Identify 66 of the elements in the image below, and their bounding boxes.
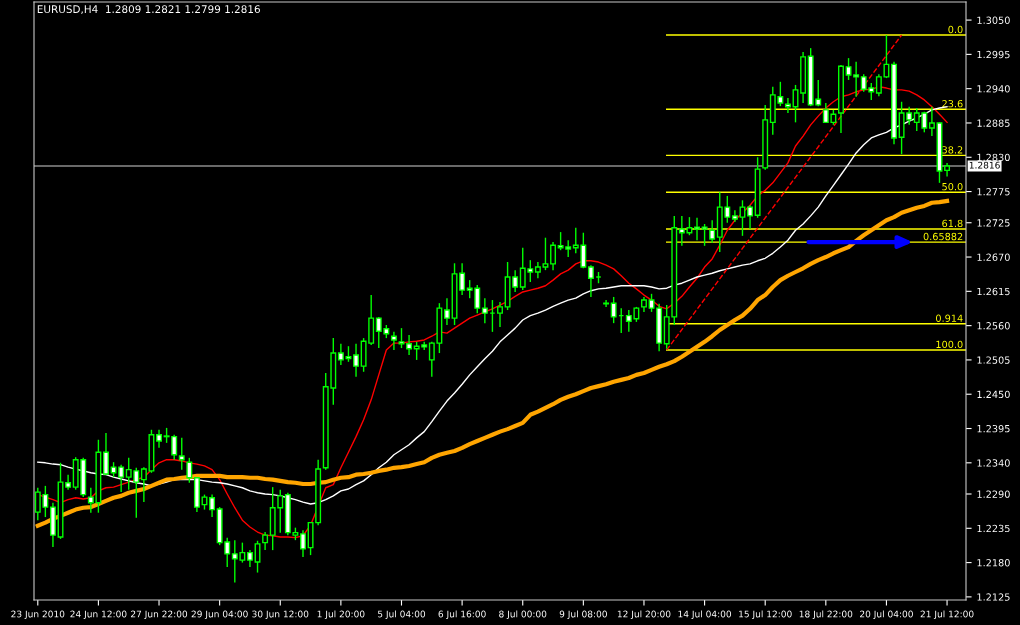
annotation: 0.65882 xyxy=(923,232,963,241)
y-tick-label: 1.2670 xyxy=(977,253,1010,261)
x-tick-label: 29 Jun 04:00 xyxy=(191,610,248,620)
x-tick-label: 9 Jul 08:00 xyxy=(559,610,607,620)
x-tick-label: 23 Jun 2010 xyxy=(11,610,65,620)
candlestick xyxy=(300,529,306,558)
y-tick-label: 1.2775 xyxy=(977,188,1010,196)
candlestick xyxy=(103,432,109,476)
candlestick xyxy=(156,429,162,449)
candlestick xyxy=(390,331,397,351)
y-tick-label: 1.2395 xyxy=(977,425,1010,433)
annotation: 0.914 xyxy=(936,314,963,322)
ref-line-label: 1.2816 xyxy=(969,161,1000,169)
candlestick xyxy=(353,343,360,378)
y-tick-label: 1.2560 xyxy=(977,322,1010,330)
candlestick xyxy=(587,264,594,298)
x-tick-label: 8 Jul 00:00 xyxy=(499,610,547,620)
annotation: 0.0 xyxy=(948,25,963,34)
candlestick xyxy=(709,219,716,244)
candlestick xyxy=(928,106,935,137)
candlestick xyxy=(694,217,700,241)
x-tick-label: 27 Jun 22:00 xyxy=(131,610,188,620)
y-tick-label: 1.2505 xyxy=(977,356,1010,364)
candlestick xyxy=(262,531,269,551)
x-tick-label: 15 Jul 12:00 xyxy=(739,610,792,620)
x-tick-label: 5 Jul 04:00 xyxy=(378,610,426,620)
y-tick-label: 1.2180 xyxy=(977,559,1010,567)
x-tick-label: 20 Jul 04:00 xyxy=(860,610,913,620)
y-tick-label: 1.2830 xyxy=(977,153,1010,162)
y-tick-label: 1.2290 xyxy=(977,490,1010,498)
chart-title: EURUSD,H4 1.2809 1.2821 1.2799 1.2816 xyxy=(37,5,260,15)
candlestick xyxy=(406,334,413,356)
y-tick-label: 1.2995 xyxy=(977,50,1010,59)
candlestick xyxy=(178,437,185,471)
x-tick-label: 30 Jun 12:00 xyxy=(252,610,309,620)
y-tick-label: 1.2235 xyxy=(977,524,1010,533)
candlestick xyxy=(443,297,450,326)
y-tick-label: 1.2340 xyxy=(977,459,1010,467)
x-tick-label: 21 Jul 12:00 xyxy=(920,610,974,620)
y-tick-label: 1.3050 xyxy=(977,16,1010,24)
candlestick xyxy=(209,493,216,518)
y-tick-label: 1.2450 xyxy=(977,390,1010,399)
x-tick-label: 6 Jul 16:00 xyxy=(438,610,486,620)
x-tick-label: 18 Jul 22:00 xyxy=(799,610,853,620)
y-tick-label: 1.2885 xyxy=(977,119,1010,127)
x-tick-label: 12 Jul 20:00 xyxy=(617,610,671,620)
annotation: 23.6 xyxy=(942,100,963,108)
annotation: 38.2 xyxy=(942,146,963,154)
annotation: 100.0 xyxy=(936,340,963,349)
annotation: 61.8 xyxy=(942,219,963,228)
y-tick-label: 1.2940 xyxy=(977,85,1010,93)
candlestick xyxy=(747,204,754,230)
candlestick xyxy=(550,241,557,271)
x-tick-label: 24 Jun 12:00 xyxy=(70,610,127,620)
x-tick-label: 1 Jul 20:00 xyxy=(317,610,365,620)
candlestick xyxy=(497,301,503,328)
y-tick-label: 1.2615 xyxy=(977,287,1010,296)
annotation: 50.0 xyxy=(942,182,963,191)
x-tick-label: 14 Jul 04:00 xyxy=(678,610,732,620)
candlestick xyxy=(186,457,193,484)
y-tick-label: 1.2725 xyxy=(977,219,1010,227)
candlestick xyxy=(481,297,488,324)
candlestick xyxy=(610,296,617,324)
candlestick xyxy=(701,223,708,247)
y-tick-label: 1.2125 xyxy=(977,593,1010,601)
candlestick xyxy=(739,199,746,237)
